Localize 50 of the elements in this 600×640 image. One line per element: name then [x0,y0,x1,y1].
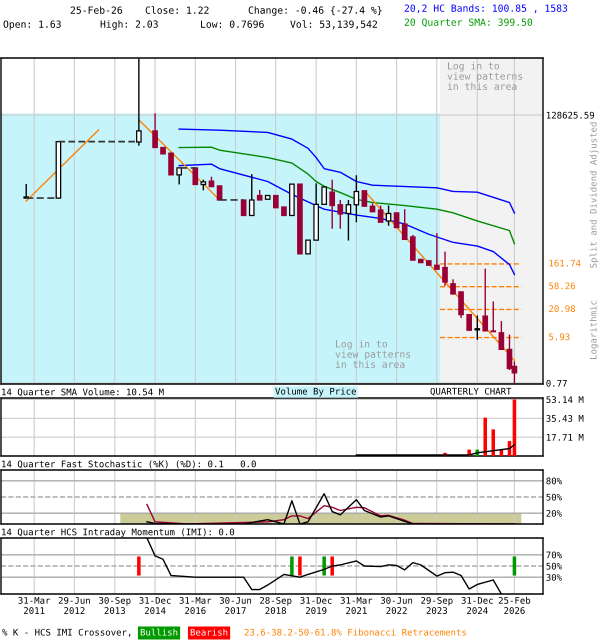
chart-title: 14 Quarter SMA Volume: 10.54 M [2,388,164,396]
x-tick-label: 25-Feb 2026 [498,596,530,614]
y-tick-label: 30% [546,574,562,581]
x-tick-label: 30-Jun 2022 [380,596,412,614]
text: 25-Feb-26 [70,6,122,14]
x-tick-label: 31-Mar 2011 [18,596,50,614]
x-tick-label: 31-Mar 2016 [180,596,212,614]
y-tick-label: 50% [546,562,562,570]
text: 23.6-38.2-50-61.8% Fibonacci Retracements [244,628,466,636]
text: Split and Dividend Adjusted [590,122,598,268]
ref-line-label: 5.93 [549,333,570,340]
ref-line-label: 161.74 [550,260,581,267]
text: % K - HCS IMI Crossover, [2,628,130,637]
annotation: Log in to view patterns in this area [335,340,410,368]
x-tick-label: 31-Dec 2014 [139,596,171,614]
text: Bullish [140,628,178,636]
x-tick-label: 30-Jun 2017 [220,596,252,614]
x-tick-label: 31-Mar 2021 [340,596,372,614]
text: Bearish [190,628,228,636]
x-tick-label: 31-Dec 2019 [300,596,332,614]
y-tick-label: 70% [546,552,562,558]
text: Close: 1.22 [146,6,209,14]
text: Low: 0.7696 [201,20,264,28]
y-tick-label: 80% [546,478,562,484]
text: 20 Quarter SMA: 399.50 [404,18,532,27]
ref-line-label: 20.98 [549,305,576,312]
y-tick-label: 50% [546,494,562,501]
text: Vol: 53,139,542 [290,20,377,30]
x-tick-label: 30-Sep 2013 [99,596,131,614]
x-tick-label: 29-Jun 2012 [58,596,90,614]
y-tick-label: 17.71 M [546,434,584,441]
chart-title: 14 Quarter HCS Intraday Momentum (IMI): 0.0 [2,528,234,538]
text: QUARTERLY CHART [430,388,512,396]
x-tick-label: 29-Sep 2023 [421,596,453,614]
annotation: Log in to view patterns in this area [447,62,522,90]
y-tick-label: 35.43 M [546,415,584,422]
x-tick-label: 31-Dec 2024 [462,596,493,614]
text: Change: -0.46 {-27.4 %} [248,6,382,16]
chart-title: 14 Quarter Fast Stochastic (%K) (%D): 0.1 0.0 [2,460,256,468]
y-tick-label: 128625.59 [546,112,594,119]
y-tick-label: 53.14 M [546,396,584,404]
ref-line-label: 58.26 [549,282,576,290]
y-tick-label: 20% [546,510,562,517]
text: 20,2 HC Bands: 100.85 , 1583 [404,4,568,14]
text: High: 2.03 [100,20,158,30]
text: Volume By Price [275,388,356,396]
text: Open: 1.63 [4,20,61,30]
x-tick-label: 28-Sep 2018 [260,596,292,614]
text: Logarithmic [590,300,598,359]
y-tick-label: 0.77 [546,380,567,387]
